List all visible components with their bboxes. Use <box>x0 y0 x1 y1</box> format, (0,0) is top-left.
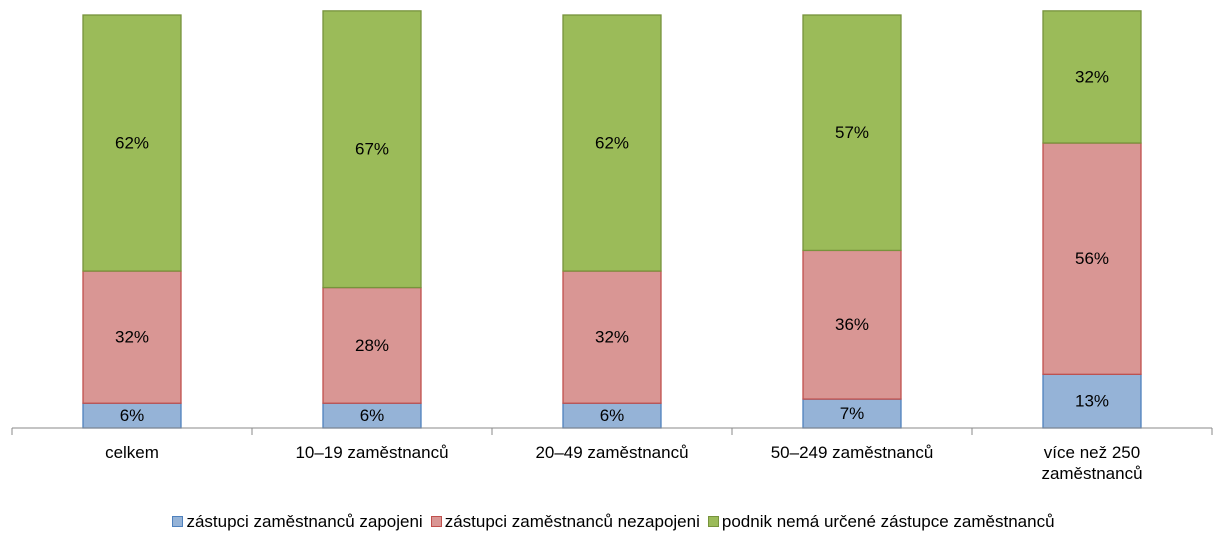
data-label: 6% <box>360 406 385 425</box>
legend-swatch <box>707 516 719 527</box>
bar-segment <box>802 14 902 252</box>
legend-label: zástupci zaměstnanců nezapojeni <box>444 512 700 531</box>
x-tick-label: více než 250 zaměstnanců <box>1041 443 1143 483</box>
data-label: 56% <box>1075 249 1109 268</box>
legend-item: zástupci zaměstnanců nezapojeni <box>430 512 700 532</box>
bar-segment <box>82 270 182 404</box>
bar-segment <box>562 270 662 404</box>
x-tick-label: 50–249 zaměstnanců <box>770 443 934 462</box>
legend-item: zástupci zaměstnanců zapojeni <box>172 512 423 532</box>
legend-item: podnik nemá určené zástupce zaměstnanců <box>707 512 1055 532</box>
data-label: 57% <box>835 123 869 142</box>
bar-segment <box>82 402 182 429</box>
data-label: 62% <box>595 134 629 153</box>
bar-segment <box>322 402 422 429</box>
bar-segment <box>322 10 422 289</box>
bar-segment <box>1042 10 1142 144</box>
legend-swatch <box>430 516 442 527</box>
data-label: 32% <box>115 328 149 347</box>
data-label: 6% <box>120 406 145 425</box>
legend: zástupci zaměstnanců zapojeni zástupci za… <box>0 512 1227 532</box>
legend-label: zástupci zaměstnanců zapojeni <box>186 512 423 531</box>
legend-label: podnik nemá určené zástupce zaměstnanců <box>721 512 1055 531</box>
plot: 6% 32% 62% 6% 28% 67% 6% 32% 62% 7% 36% 57% 13% 56% 32… <box>11 10 1213 435</box>
bar-segment <box>562 14 662 272</box>
data-label: 62% <box>115 134 149 153</box>
legend-swatch <box>172 516 184 527</box>
data-label: 32% <box>1075 67 1109 86</box>
data-label: 6% <box>600 406 625 425</box>
data-label: 28% <box>355 336 389 355</box>
data-label: 67% <box>355 140 389 159</box>
data-label: 13% <box>1075 392 1109 411</box>
x-tick-label: 10–19 zaměstnanců <box>295 443 449 462</box>
data-label: 32% <box>595 328 629 347</box>
data-label: 36% <box>835 315 869 334</box>
bar-segment <box>322 286 422 404</box>
data-label: 7% <box>840 404 865 423</box>
bar-segment <box>82 14 182 272</box>
x-tick-label: 20–49 zaměstnanců <box>535 443 689 462</box>
bar-segment <box>802 249 902 400</box>
x-tick-label: celkem <box>105 443 159 462</box>
bar-segment <box>802 398 902 429</box>
